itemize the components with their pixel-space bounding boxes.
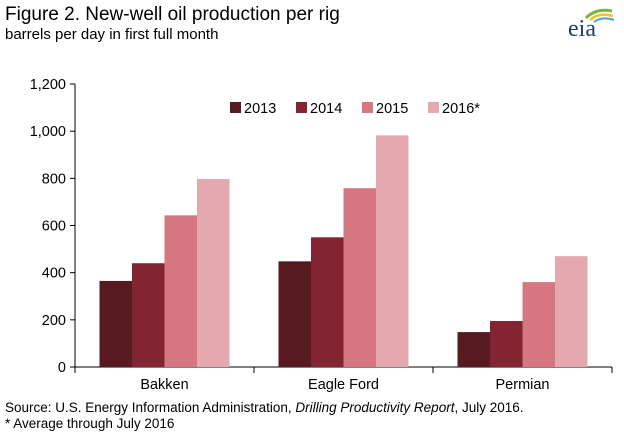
source-prefix: Source: U.S. Energy Information Administ… <box>5 400 296 415</box>
y-tick-label: 800 <box>42 171 66 187</box>
legend-swatch <box>362 102 373 113</box>
bar-2014-permian <box>490 321 523 367</box>
bar-2014-eagle-ford <box>311 237 344 367</box>
x-tick-label: Bakken <box>140 377 188 393</box>
bar-2016-eagle-ford <box>376 135 409 367</box>
bar-2015-permian <box>522 282 555 367</box>
y-tick-label: 600 <box>42 219 66 235</box>
bar-2016-permian <box>555 256 588 367</box>
source-report: Drilling Productivity Report <box>295 400 455 415</box>
bar-2013-eagle-ford <box>278 261 311 367</box>
legend-swatch <box>296 102 307 113</box>
bar-2013-permian <box>457 332 490 367</box>
bar-2014-bakken <box>132 263 165 367</box>
eia-logo-icon <box>584 8 615 23</box>
x-tick-label: Permian <box>496 377 550 393</box>
chart-title: Figure 2. New-well oil production per ri… <box>5 4 340 25</box>
eia-logo-text: eia <box>568 16 596 42</box>
source-suffix: , July 2016. <box>454 400 524 415</box>
legend-swatch <box>230 102 241 113</box>
legend-label: 2014 <box>310 101 342 117</box>
y-tick-label: 0 <box>58 360 66 376</box>
bar-2016-bakken <box>197 179 230 367</box>
y-tick-label: 200 <box>42 313 66 329</box>
footnote: * Average through July 2016 <box>5 416 175 431</box>
legend-label: 2016* <box>442 101 480 117</box>
y-tick-label: 400 <box>42 266 66 282</box>
bar-2013-bakken <box>99 280 132 367</box>
bar-2015-bakken <box>164 215 197 367</box>
legend-swatch <box>428 102 439 113</box>
chart-subtitle: barrels per day in first full month <box>5 26 219 43</box>
source-note: Source: U.S. Energy Information Administ… <box>5 400 524 416</box>
x-tick-label: Eagle Ford <box>308 377 379 393</box>
legend-label: 2013 <box>244 101 276 117</box>
y-tick-label: 1,000 <box>30 124 66 140</box>
legend-label: 2015 <box>376 101 408 117</box>
bar-2015-eagle-ford <box>343 188 376 367</box>
bar-chart: 0 200 400 600 800 1,000 1,200 Bakken Eagle Ford P… <box>30 77 613 393</box>
y-tick-label: 1,200 <box>30 77 66 93</box>
